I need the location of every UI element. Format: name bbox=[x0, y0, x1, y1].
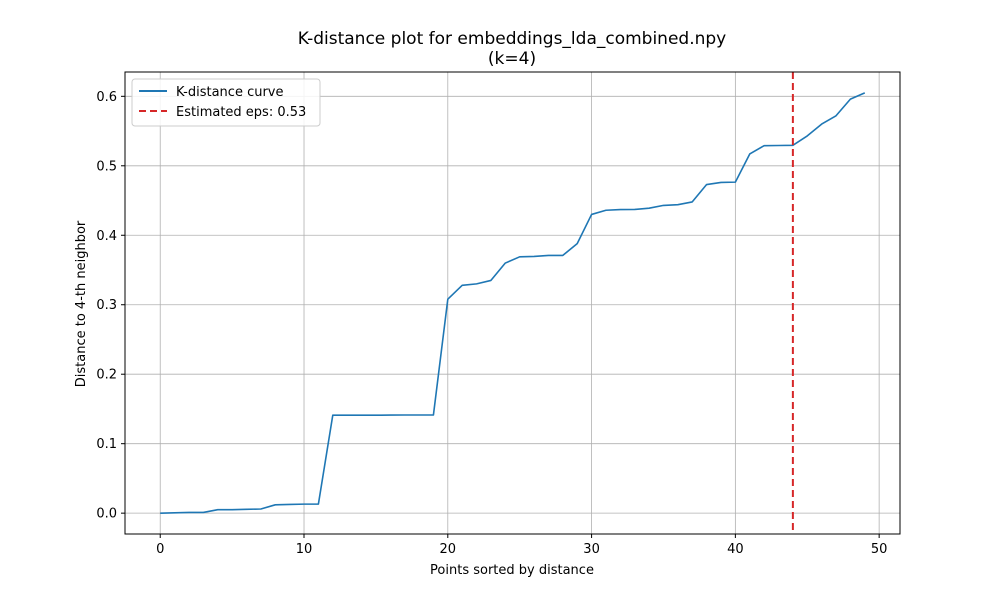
y-tick-label: 0.2 bbox=[96, 368, 117, 383]
chart-subtitle: (k=4) bbox=[488, 49, 536, 69]
legend-box bbox=[131, 78, 321, 127]
x-tick-label: 50 bbox=[871, 542, 888, 557]
x-tick-label: 0 bbox=[156, 542, 164, 557]
plot-frame bbox=[124, 71, 901, 535]
x-axis-label: Points sorted by distance bbox=[430, 563, 594, 578]
axis-ticks: 0 10 20 30 40 50 0.0 0.1 0.2 0.3 0.4 0.5 0.6 bbox=[96, 90, 887, 557]
y-tick-label: 0.3 bbox=[96, 298, 117, 313]
y-axis-label: Distance to 4-th neighbor bbox=[74, 220, 89, 387]
y-tick-label: 0.6 bbox=[96, 90, 117, 105]
chart-title: K-distance plot for embeddings_lda_combi… bbox=[298, 29, 727, 49]
legend: K-distance curve Estimated eps: 0.53 bbox=[131, 78, 321, 127]
grid bbox=[125, 72, 900, 534]
k-distance-curve-line bbox=[160, 92, 866, 514]
x-tick-label: 40 bbox=[727, 542, 744, 557]
y-tick-label: 0.4 bbox=[96, 229, 117, 244]
y-tick-label: 0.5 bbox=[96, 159, 117, 174]
legend-label-eps: Estimated eps: 0.53 bbox=[176, 105, 306, 120]
plot-content bbox=[160, 72, 866, 534]
x-tick-label: 30 bbox=[583, 542, 600, 557]
y-tick-label: 0.0 bbox=[96, 507, 117, 522]
x-tick-label: 20 bbox=[440, 542, 457, 557]
y-tick-label: 0.1 bbox=[96, 437, 117, 452]
legend-label-curve: K-distance curve bbox=[176, 85, 284, 100]
x-tick-label: 10 bbox=[296, 542, 313, 557]
